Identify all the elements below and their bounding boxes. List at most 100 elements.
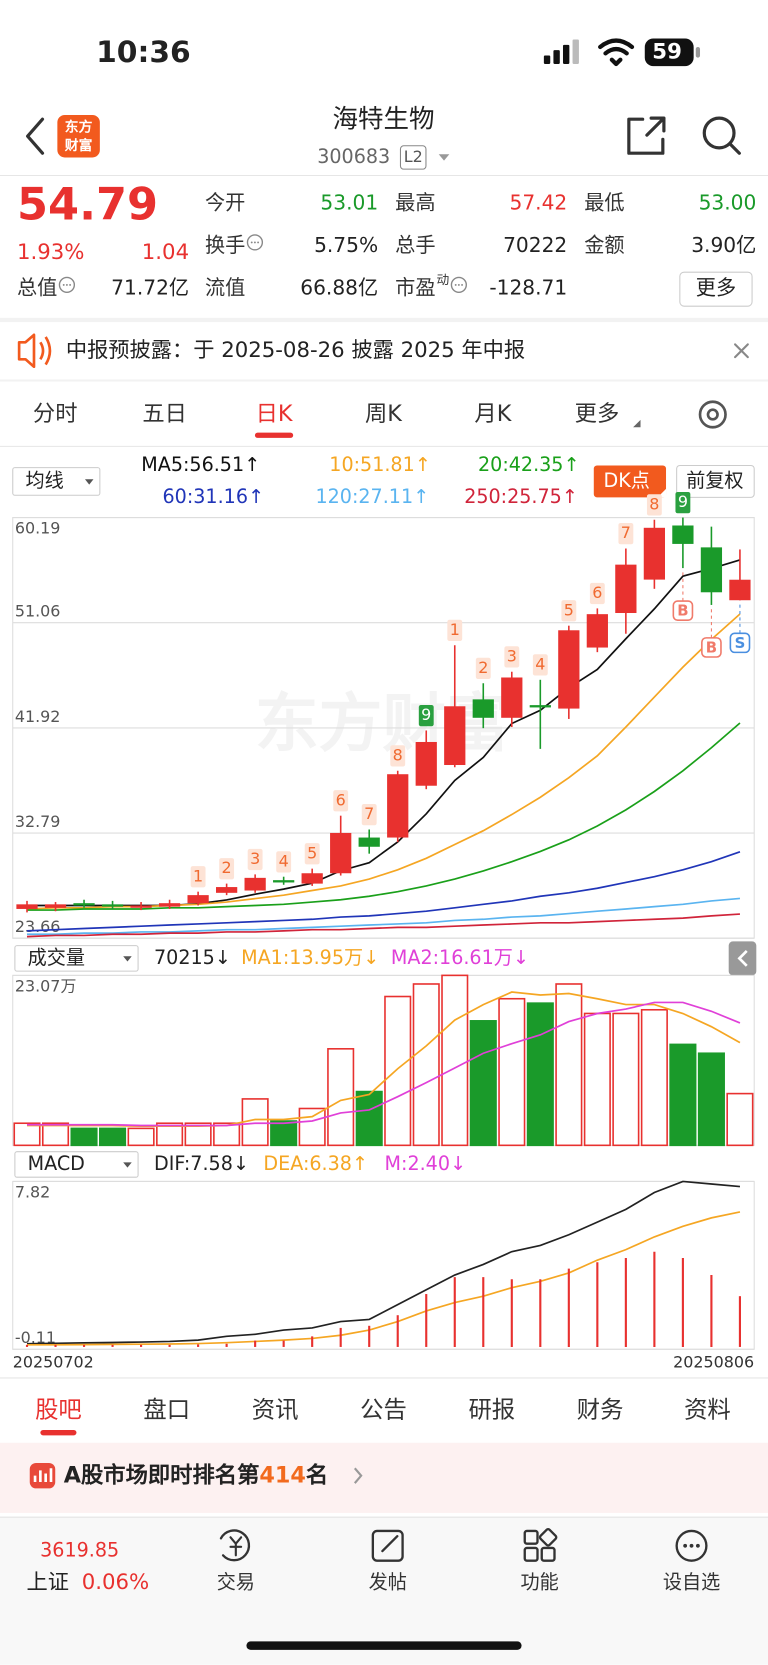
active-underline bbox=[254, 432, 294, 438]
field-value: 3.90亿 bbox=[691, 233, 756, 257]
td-badge bbox=[247, 848, 263, 871]
info-icon bbox=[246, 234, 264, 251]
bottom-bar bbox=[0, 1517, 768, 1665]
nav-item[interactable]: 功能 bbox=[521, 1570, 559, 1593]
td-badge bbox=[304, 843, 320, 865]
td-badge bbox=[589, 582, 605, 605]
content-tab[interactable]: 资料 bbox=[684, 1395, 731, 1423]
td-count: 4 bbox=[279, 851, 289, 870]
level-badge bbox=[399, 145, 427, 170]
legend-entry: DEA:6.38↑ bbox=[263, 1152, 368, 1175]
line-120 bbox=[26, 897, 741, 936]
content-tab[interactable]: 公告 bbox=[360, 1395, 407, 1423]
content-tab[interactable]: 研报 bbox=[468, 1395, 515, 1423]
banner[interactable] bbox=[0, 1442, 768, 1513]
td-count: 7 bbox=[364, 804, 374, 823]
line-ma2 bbox=[26, 1001, 741, 1127]
volume-bar bbox=[99, 1127, 127, 1147]
charts: 东方财富 60.19 51.06 41.92 32.79 23.66 均线 MA5:56.51… bbox=[12, 453, 755, 1372]
field-label-sup: 动 bbox=[437, 273, 450, 288]
td-count: 3 bbox=[250, 849, 260, 868]
y-tick-label: -0.11 bbox=[15, 1328, 56, 1347]
td-count: 5 bbox=[307, 843, 317, 862]
field-label: 总值 bbox=[17, 276, 57, 300]
content-tab[interactable]: 资讯 bbox=[252, 1395, 299, 1423]
settings-button[interactable] bbox=[698, 400, 727, 429]
volume-bar bbox=[213, 1122, 241, 1147]
info-dot bbox=[257, 241, 260, 244]
change: 1.04 bbox=[142, 240, 189, 265]
dropdown-arrow[interactable] bbox=[438, 154, 450, 161]
y-tick-label: 41.92 bbox=[15, 707, 61, 726]
volume-bar bbox=[583, 1012, 611, 1147]
indicator-selector[interactable] bbox=[14, 1151, 139, 1178]
content-tab[interactable]: 财务 bbox=[577, 1395, 624, 1423]
volume-bar bbox=[270, 1120, 298, 1147]
search-button[interactable] bbox=[702, 116, 736, 150]
content-tab[interactable]: 股吧 bbox=[35, 1395, 82, 1423]
info-dot bbox=[62, 283, 65, 286]
legend-entry: M:2.40↓ bbox=[385, 1152, 467, 1175]
candle-body bbox=[301, 873, 323, 884]
period-tab[interactable]: 周K bbox=[365, 401, 403, 427]
td-badge bbox=[219, 858, 235, 880]
candle-body bbox=[330, 832, 352, 874]
period-tab[interactable]: 更多 bbox=[575, 401, 620, 427]
volume-bar bbox=[412, 983, 440, 1147]
candle-body bbox=[130, 905, 152, 908]
volume-bar bbox=[327, 1048, 355, 1147]
banner-rank: 414 bbox=[259, 1462, 306, 1488]
line-60 bbox=[26, 851, 741, 932]
candle-body bbox=[444, 706, 466, 766]
back-button[interactable] bbox=[26, 117, 45, 155]
function-icon bbox=[523, 1527, 558, 1562]
index-name[interactable]: 上证 bbox=[27, 1570, 69, 1595]
td-count: 1 bbox=[450, 620, 460, 639]
field-label: 最低 bbox=[584, 191, 624, 215]
candle-body bbox=[700, 547, 723, 593]
nav-item[interactable]: 交易 bbox=[217, 1570, 255, 1593]
period-tab[interactable]: 日K bbox=[256, 401, 294, 427]
field-value: 53.01 bbox=[320, 191, 378, 215]
post-icon bbox=[371, 1529, 404, 1562]
selector-arrow bbox=[84, 479, 94, 485]
watchlist-icon bbox=[675, 1529, 708, 1562]
field-label: 市盈 bbox=[395, 276, 435, 300]
dk-button[interactable] bbox=[593, 465, 667, 498]
dk-text: DK点 bbox=[604, 469, 650, 492]
watermark: 东方财富 bbox=[255, 687, 510, 761]
candle-body bbox=[672, 525, 694, 544]
collapse-tab[interactable] bbox=[728, 941, 757, 976]
nav-item[interactable]: 设自选 bbox=[663, 1570, 720, 1593]
line-250 bbox=[26, 913, 741, 938]
signal-badge bbox=[672, 600, 694, 621]
selector-text: MACD bbox=[28, 1152, 85, 1175]
change-pct: 1.93% bbox=[17, 240, 84, 265]
td-badge bbox=[504, 646, 520, 668]
candle-body bbox=[387, 774, 409, 838]
content-tab[interactable]: 盘口 bbox=[143, 1395, 190, 1423]
info-icon bbox=[58, 276, 76, 294]
adjust-button[interactable] bbox=[676, 464, 755, 498]
indicator-selector[interactable] bbox=[14, 945, 139, 972]
volume-bar bbox=[127, 1127, 155, 1147]
close-notice[interactable] bbox=[734, 343, 749, 359]
index-change[interactable]: 0.06% bbox=[82, 1570, 149, 1595]
period-tab[interactable]: 五日 bbox=[142, 401, 187, 427]
td-badge bbox=[532, 654, 548, 676]
period-tab[interactable]: 月K bbox=[474, 401, 512, 427]
nav-item[interactable]: 发帖 bbox=[369, 1570, 407, 1593]
td-count: 6 bbox=[336, 790, 346, 809]
period-tab[interactable]: 分时 bbox=[33, 401, 78, 427]
candle-body bbox=[244, 877, 266, 891]
field-value: 57.42 bbox=[509, 191, 567, 215]
volume-bar bbox=[13, 1122, 41, 1147]
home-indicator bbox=[246, 1641, 522, 1650]
info-dot bbox=[461, 283, 464, 286]
index-value[interactable]: 3619.85 bbox=[40, 1539, 119, 1562]
indicator-selector[interactable] bbox=[12, 467, 101, 496]
td-count: 4 bbox=[535, 654, 545, 673]
share-button[interactable] bbox=[627, 116, 666, 155]
more-button[interactable] bbox=[679, 271, 753, 307]
